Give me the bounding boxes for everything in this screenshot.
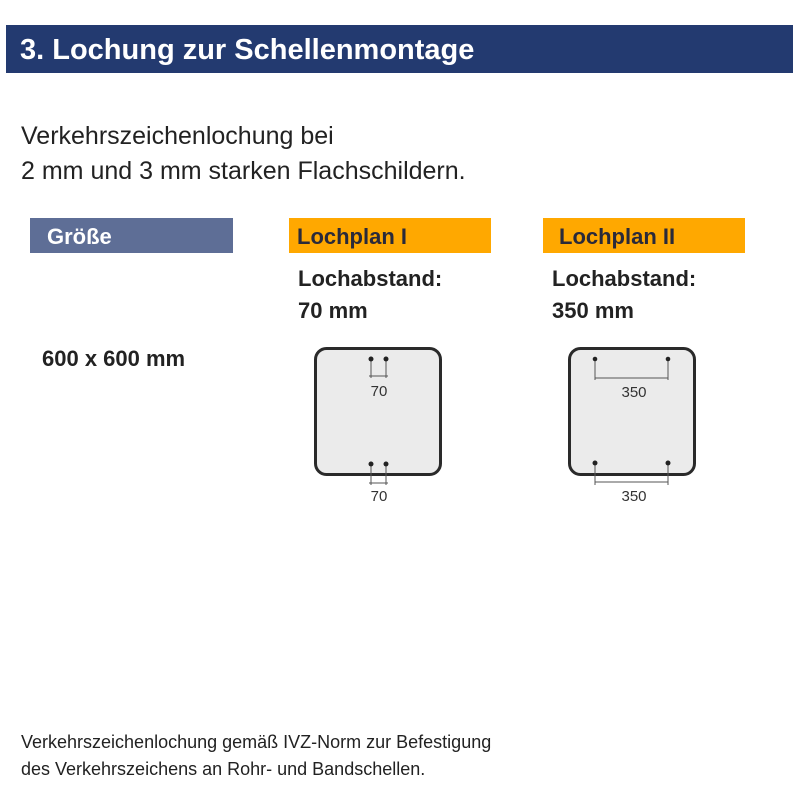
hole bbox=[383, 461, 389, 467]
intro-line-2: 2 mm und 3 mm starken Flachschildern. bbox=[21, 157, 466, 185]
sign-outline bbox=[314, 347, 442, 476]
plan1-diagram: 70 70 bbox=[314, 347, 442, 505]
plan2-diagram: 350 350 bbox=[568, 347, 696, 505]
plan2-spacing-value: 350 mm bbox=[552, 298, 634, 323]
sign-outline bbox=[568, 347, 696, 476]
hole bbox=[368, 461, 374, 467]
footer-line-2: des Verkehrszeichens an Rohr- und Bandsc… bbox=[21, 759, 426, 779]
hole bbox=[665, 460, 671, 466]
dim-top: 350 bbox=[621, 384, 646, 401]
size-column-header: Größe bbox=[30, 218, 233, 253]
plan2-spacing: Lochabstand: 350 mm bbox=[552, 263, 696, 327]
footer-line-1: Verkehrszeichenlochung gemäß IVZ-Norm zu… bbox=[21, 732, 492, 752]
intro-line-1: Verkehrszeichenlochung bei bbox=[21, 122, 334, 150]
plan2-column-header: Lochplan II bbox=[543, 218, 745, 253]
dim-bottom: 70 bbox=[371, 488, 388, 505]
hole bbox=[665, 356, 671, 362]
plan1-spacing-value: 70 mm bbox=[298, 298, 368, 323]
dim-bottom: 350 bbox=[621, 488, 646, 505]
plan1-spacing: Lochabstand: 70 mm bbox=[298, 263, 442, 327]
plan2-spacing-label: Lochabstand: bbox=[552, 266, 697, 291]
size-value: 600 x 600 mm bbox=[42, 346, 186, 371]
plan1-column-header: Lochplan I bbox=[289, 218, 491, 253]
hole bbox=[592, 460, 598, 466]
section-header: 3. Lochung zur Schellenmontage bbox=[6, 25, 793, 73]
hole bbox=[383, 356, 389, 362]
hole bbox=[368, 356, 374, 362]
plan1-spacing-label: Lochabstand: bbox=[298, 266, 443, 291]
dim-top: 70 bbox=[371, 383, 388, 400]
hole bbox=[592, 356, 598, 362]
